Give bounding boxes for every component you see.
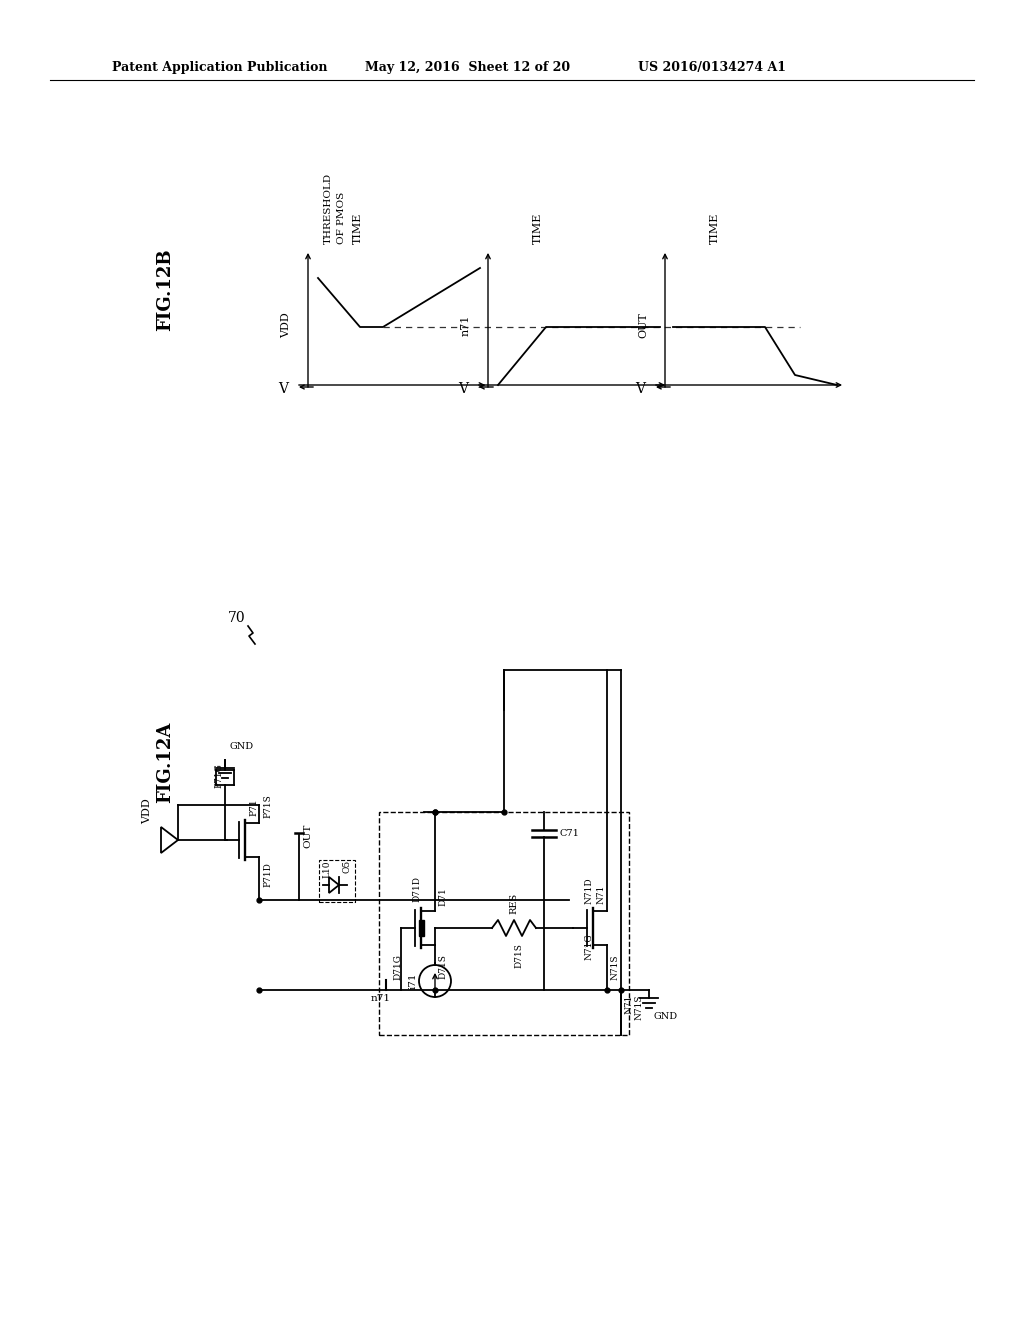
Text: P71: P71 <box>249 799 258 816</box>
Text: P71G: P71G <box>214 763 223 788</box>
Text: V: V <box>458 381 468 396</box>
Text: FIG.12B: FIG.12B <box>156 248 174 331</box>
Text: RES: RES <box>510 892 518 913</box>
Text: N71D: N71D <box>584 878 593 904</box>
Bar <box>319 861 355 902</box>
Text: D71G: D71G <box>393 954 402 979</box>
Text: TIME: TIME <box>353 213 362 244</box>
Text: O5: O5 <box>342 861 351 874</box>
Text: VDD: VDD <box>142 799 152 824</box>
Text: n71: n71 <box>371 994 391 1003</box>
Text: L10: L10 <box>322 861 331 878</box>
Text: P71S: P71S <box>263 795 272 818</box>
Text: FIG.12A: FIG.12A <box>156 721 174 803</box>
Text: D71: D71 <box>438 887 447 906</box>
Text: P71D: P71D <box>263 862 272 887</box>
Text: D71S: D71S <box>514 942 523 968</box>
Text: i71: i71 <box>409 973 418 989</box>
Text: V: V <box>278 381 288 396</box>
Text: OUT: OUT <box>303 824 312 847</box>
Text: D71D: D71D <box>412 876 421 902</box>
Text: US 2016/0134274 A1: US 2016/0134274 A1 <box>638 62 786 74</box>
Text: Patent Application Publication: Patent Application Publication <box>112 62 328 74</box>
Text: D71S: D71S <box>438 954 447 979</box>
Text: May 12, 2016  Sheet 12 of 20: May 12, 2016 Sheet 12 of 20 <box>365 62 570 74</box>
Bar <box>419 920 424 936</box>
Text: TIME: TIME <box>534 213 543 244</box>
Text: N71S: N71S <box>610 954 618 979</box>
Bar <box>379 812 629 1035</box>
Text: 70: 70 <box>228 611 246 624</box>
Text: n71: n71 <box>461 314 471 335</box>
Text: N71: N71 <box>625 995 634 1014</box>
Text: OUT: OUT <box>638 312 648 338</box>
Text: TIME: TIME <box>710 213 720 244</box>
Text: C71: C71 <box>559 829 579 837</box>
Text: N71: N71 <box>596 884 605 904</box>
Text: THRESHOLD: THRESHOLD <box>324 173 333 244</box>
Text: VDD: VDD <box>281 312 291 338</box>
Text: OF PMOS: OF PMOS <box>338 191 346 244</box>
Text: GND: GND <box>653 1012 677 1020</box>
Text: N71G: N71G <box>584 933 593 960</box>
Text: GND: GND <box>229 742 253 751</box>
Text: V: V <box>635 381 645 396</box>
Text: N71S: N71S <box>635 995 644 1020</box>
